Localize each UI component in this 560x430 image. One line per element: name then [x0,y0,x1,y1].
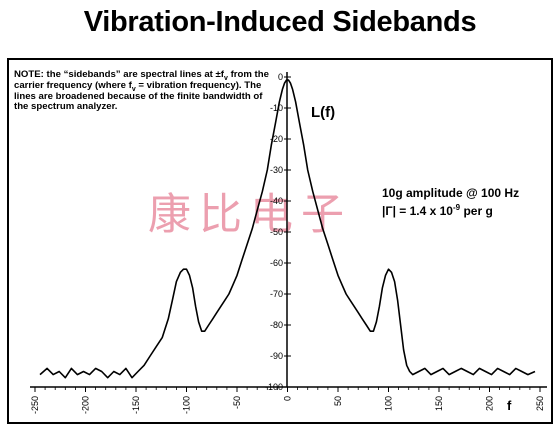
x-tick-label: 50 [333,396,343,406]
note-subscript-2: v [131,85,136,93]
x-tick-label: 100 [384,396,394,411]
y-tick-label: -50 [270,227,283,237]
y-tick-label: -60 [270,258,283,268]
watermark: 康比电子 [148,190,352,240]
gamma-annotation: |Γ| = 1.4 x 10-9 per g [382,203,493,218]
note-end: = vibration frequency). The lines are br… [14,79,263,113]
note-intro: NOTE: the “sidebands” are spectral lines… [14,69,224,80]
y-tick-label: -40 [270,196,283,206]
y-tick-label: -90 [270,351,283,361]
gamma-prefix: |Γ| = 1.4 x 10 [382,204,453,218]
y-tick-label: -10 [270,103,283,113]
y-tick-label: -20 [270,134,283,144]
x-tick-label: 250 [535,396,545,411]
y-tick-label: -80 [270,320,283,330]
x-tick-label: -200 [81,396,91,414]
y-axis-label: L(f) [311,104,336,121]
y-tick-label: -70 [270,289,283,299]
y-tick-label: 0 [278,72,283,82]
note-annotation: NOTE: the “sidebands” are spectral lines… [14,69,279,113]
x-tick-label: 0 [283,396,293,401]
y-tick-label: -30 [270,165,283,175]
series-line-0 [39,79,536,379]
x-axis-label: f [507,398,512,413]
x-tick-label: 200 [485,396,495,411]
x-tick-label: -50 [232,396,242,409]
x-tick-label: -250 [30,396,40,414]
gamma-suffix: per g [460,204,493,218]
chart-title: Vibration-Induced Sidebands [83,6,477,38]
x-tick-label: -100 [182,396,192,414]
plot-frame [7,58,553,424]
x-tick-label: -150 [131,396,141,414]
gamma-exponent: -9 [452,203,461,212]
note-middle: from the carrier frequency (where f [14,69,269,91]
y-tick-label: -100 [265,382,283,392]
x-tick-label: 150 [434,396,444,411]
note-subscript-1: v [224,74,228,82]
amplitude-annotation: 10g amplitude @ 100 Hz [382,186,520,200]
